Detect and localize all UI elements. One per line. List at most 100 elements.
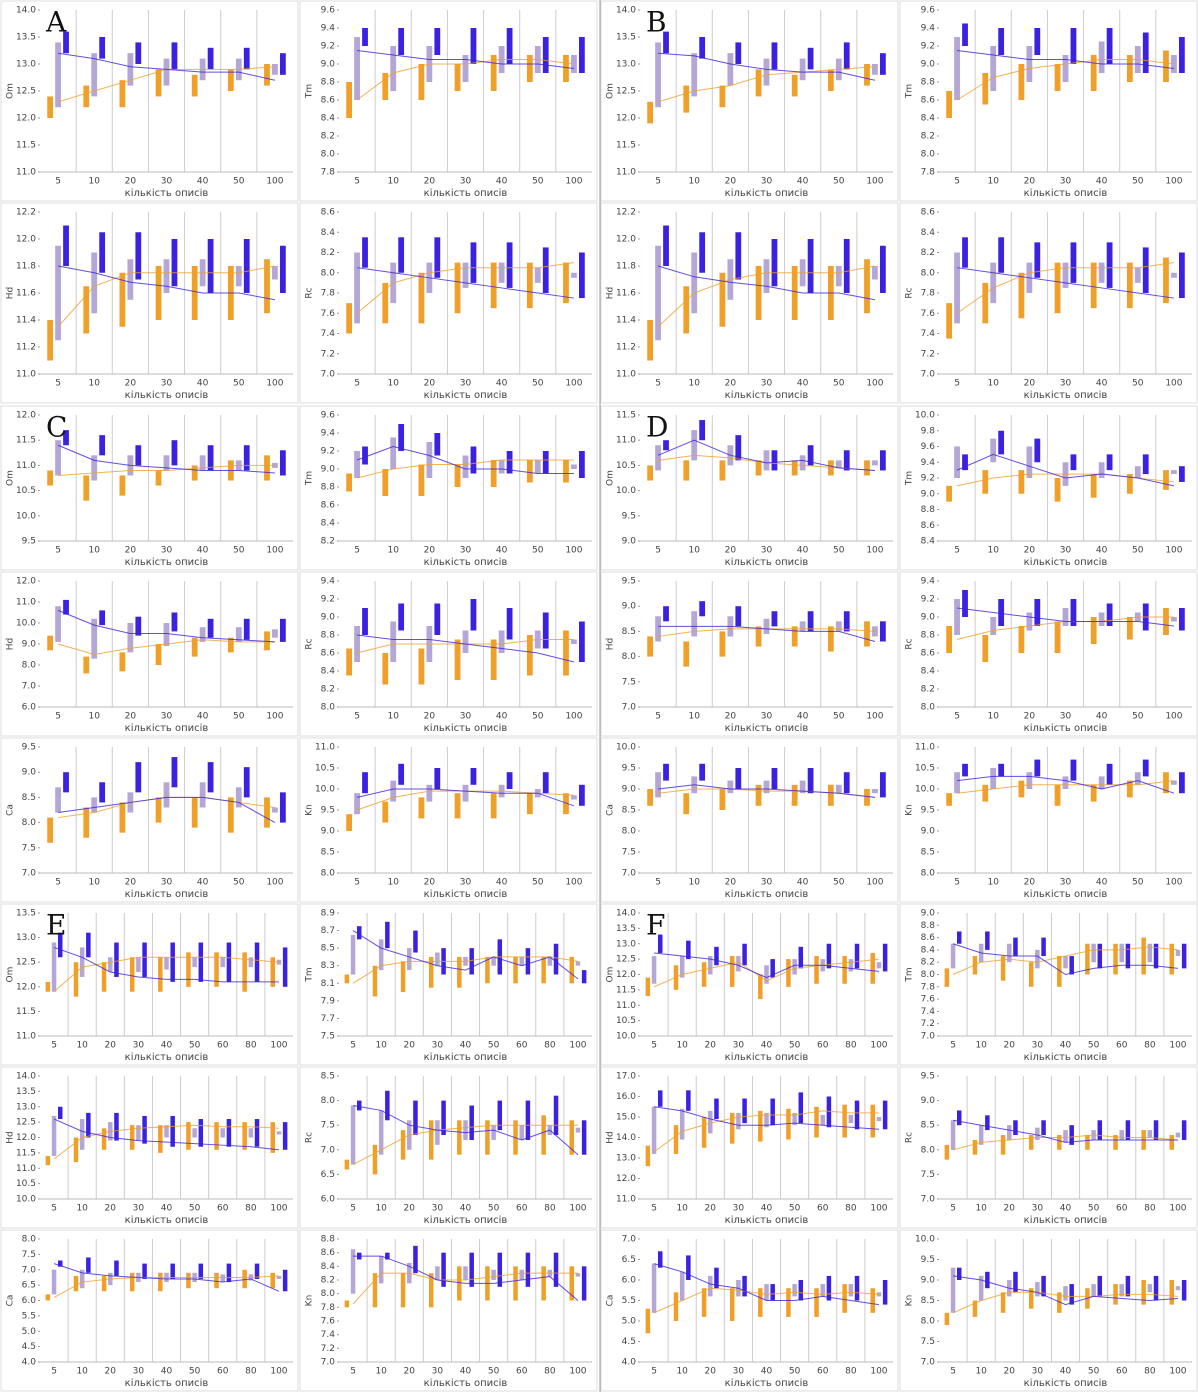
- y-tick-label: 8.5: [622, 627, 636, 637]
- range-bar: [242, 1122, 247, 1150]
- range-bar: [469, 1105, 474, 1140]
- range-bar: [390, 437, 397, 469]
- range-bar: [272, 807, 278, 813]
- range-bar: [651, 956, 657, 984]
- range-bar: [799, 58, 806, 81]
- range-bar: [435, 952, 440, 966]
- panel-label: A: [45, 6, 67, 39]
- range-bar: [1181, 1120, 1187, 1140]
- range-bar: [519, 956, 524, 966]
- range-bar: [1153, 1120, 1159, 1140]
- y-tick-label: 12.0: [16, 235, 36, 245]
- y-tick-label: 12.0: [16, 1133, 36, 1143]
- range-bar: [454, 262, 461, 314]
- range-bar: [1041, 1120, 1046, 1136]
- range-bar: [47, 96, 54, 118]
- range-bar: [170, 1263, 175, 1279]
- mean-line: [957, 267, 1174, 299]
- range-bar: [163, 623, 170, 647]
- y-tick-label: 7.6: [321, 309, 336, 319]
- y-tick-label: 9.5: [921, 806, 935, 816]
- range-bar: [755, 69, 762, 97]
- y-tick-label: 9.4: [321, 24, 336, 34]
- x-tick-label: 100: [565, 546, 582, 556]
- y-tick-label: 9.4: [321, 577, 336, 587]
- range-bar: [170, 942, 175, 982]
- y-axis-label: Rc: [905, 287, 915, 298]
- y-tick-label: 11.0: [915, 743, 935, 753]
- x-tick-label: 30: [432, 1204, 444, 1214]
- mean-line: [357, 634, 575, 663]
- range-bar: [982, 73, 989, 105]
- range-bar: [1126, 262, 1133, 309]
- range-bar: [1125, 1120, 1131, 1140]
- range-bar: [708, 1110, 713, 1134]
- y-tick-label: 10.0: [16, 1195, 36, 1205]
- y-tick-label: 7.0: [921, 370, 936, 380]
- range-bar: [519, 1269, 524, 1280]
- range-bar: [842, 956, 847, 984]
- range-bar: [719, 631, 726, 657]
- range-bar: [854, 943, 860, 969]
- range-bar: [135, 445, 142, 466]
- x-tick-label: 20: [1004, 1204, 1016, 1214]
- range-bar: [1171, 780, 1177, 785]
- y-tick-label: 9.0: [22, 768, 37, 778]
- x-tick-label: 30: [761, 878, 773, 888]
- x-axis-label: кількість описів: [725, 722, 809, 734]
- range-bar: [950, 1120, 956, 1150]
- x-axis-label: кількість описів: [125, 1051, 209, 1063]
- range-bar: [242, 952, 247, 992]
- x-tick-label: 80: [544, 1204, 556, 1214]
- range-bar: [679, 1108, 685, 1140]
- y-tick-label: 11.5: [16, 1007, 36, 1017]
- x-tick-label: 30: [161, 177, 173, 187]
- mean-line: [53, 1275, 279, 1298]
- x-tick-label: 10: [76, 1204, 88, 1214]
- range-bar: [998, 430, 1005, 455]
- range-bar: [978, 1275, 984, 1301]
- range-bar: [848, 1284, 854, 1297]
- range-bar: [843, 772, 850, 794]
- range-bar: [1153, 1275, 1159, 1301]
- range-bar: [764, 1112, 769, 1128]
- y-tick-label: 6.0: [321, 1195, 336, 1205]
- x-tick-label: 10: [387, 177, 399, 187]
- y-tick-label: 5.5: [622, 1296, 636, 1306]
- range-bar: [843, 239, 850, 293]
- range-bar: [655, 445, 661, 471]
- range-bar: [47, 635, 54, 651]
- y-tick-label: 6.0: [22, 703, 37, 713]
- range-bar: [542, 37, 549, 73]
- range-bar: [854, 1275, 860, 1301]
- x-tick-label: 10: [987, 177, 999, 187]
- x-tick-label: 50: [532, 546, 544, 556]
- y-axis-label: Tm: [905, 967, 915, 982]
- y-tick-label: 8.4: [921, 114, 936, 124]
- x-tick-label: 10: [387, 379, 399, 389]
- range-bar: [282, 1269, 288, 1292]
- panel-frame: [600, 405, 899, 571]
- range-bar: [1000, 956, 1006, 981]
- range-bar: [1163, 772, 1169, 794]
- x-tick-label: 5: [954, 379, 960, 389]
- range-bar: [962, 237, 968, 268]
- y-tick-label: 6.5: [22, 1281, 36, 1291]
- x-tick-label: 20: [105, 1204, 117, 1214]
- range-bar: [457, 1266, 462, 1301]
- y-tick-label: 6.0: [22, 1296, 37, 1306]
- range-bar: [198, 1119, 204, 1147]
- range-bar: [254, 1263, 260, 1279]
- range-bar: [264, 455, 270, 481]
- y-tick-label: 15.0: [616, 1113, 636, 1123]
- y-axis-label: Om: [6, 470, 16, 486]
- y-tick-label: 8.6: [921, 521, 936, 531]
- x-tick-label: 10: [987, 546, 999, 556]
- range-bar: [807, 239, 814, 293]
- range-bar: [1085, 943, 1090, 975]
- panel-frame: [899, 737, 1198, 903]
- range-bar: [372, 1273, 378, 1308]
- x-tick-label: 30: [161, 546, 173, 556]
- range-bar: [354, 37, 360, 100]
- range-bar: [344, 1159, 350, 1170]
